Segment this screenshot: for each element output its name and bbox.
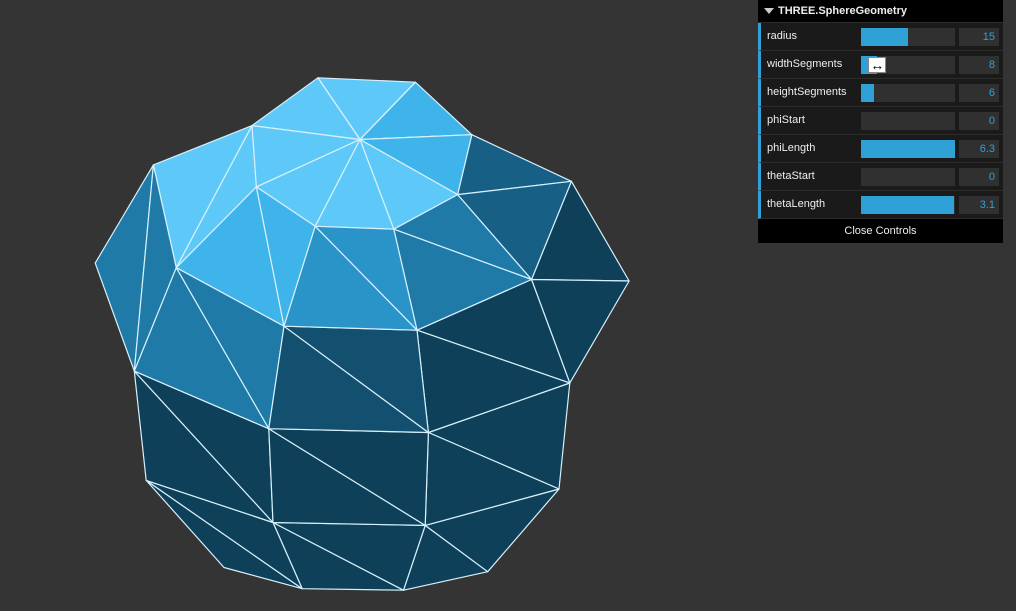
gui-label-phiStart: phiStart <box>761 107 861 134</box>
gui-slider-thetaStart[interactable] <box>861 168 955 186</box>
gui-value-thetaLength[interactable]: 3.1 <box>959 196 999 214</box>
gui-value-thetaStart[interactable]: 0 <box>959 168 999 186</box>
close-controls-button[interactable]: Close Controls <box>758 219 1003 243</box>
gui-slider-thetaLength[interactable] <box>861 196 955 214</box>
dat-gui-panel: THREE.SphereGeometry radius 15 widthSegmen… <box>758 0 1003 243</box>
gui-slider-radius[interactable] <box>861 28 955 46</box>
gui-label-thetaStart: thetaStart <box>761 163 861 190</box>
gui-control-phiStart: phiStart 0 <box>758 107 1003 135</box>
gui-control-phiLength: phiLength 6.3 <box>758 135 1003 163</box>
folder-title-text: THREE.SphereGeometry <box>778 5 907 17</box>
folder-collapse-icon <box>764 8 774 14</box>
gui-value-widthSegments[interactable]: 8 <box>959 56 999 74</box>
gui-control-radius: radius 15 <box>758 23 1003 51</box>
gui-label-heightSegments: heightSegments <box>761 79 861 106</box>
gui-value-heightSegments[interactable]: 6 <box>959 84 999 102</box>
gui-slider-heightSegments[interactable] <box>861 84 955 102</box>
gui-label-widthSegments: widthSegments <box>761 51 861 78</box>
gui-slider-phiLength[interactable] <box>861 140 955 158</box>
gui-label-phiLength: phiLength <box>761 135 861 162</box>
gui-slider-widthSegments[interactable]: ↔ <box>861 56 955 74</box>
gui-value-phiLength[interactable]: 6.3 <box>959 140 999 158</box>
gui-control-thetaLength: thetaLength 3.1 <box>758 191 1003 219</box>
gui-value-radius[interactable]: 15 <box>959 28 999 46</box>
gui-control-heightSegments: heightSegments 6 <box>758 79 1003 107</box>
gui-control-thetaStart: thetaStart 0 <box>758 163 1003 191</box>
gui-control-widthSegments: widthSegments↔8 <box>758 51 1003 79</box>
gui-label-thetaLength: thetaLength <box>761 191 861 218</box>
gui-slider-phiStart[interactable] <box>861 112 955 130</box>
gui-label-radius: radius <box>761 23 861 50</box>
gui-value-phiStart[interactable]: 0 <box>959 112 999 130</box>
gui-folder-title[interactable]: THREE.SphereGeometry <box>758 0 1003 23</box>
